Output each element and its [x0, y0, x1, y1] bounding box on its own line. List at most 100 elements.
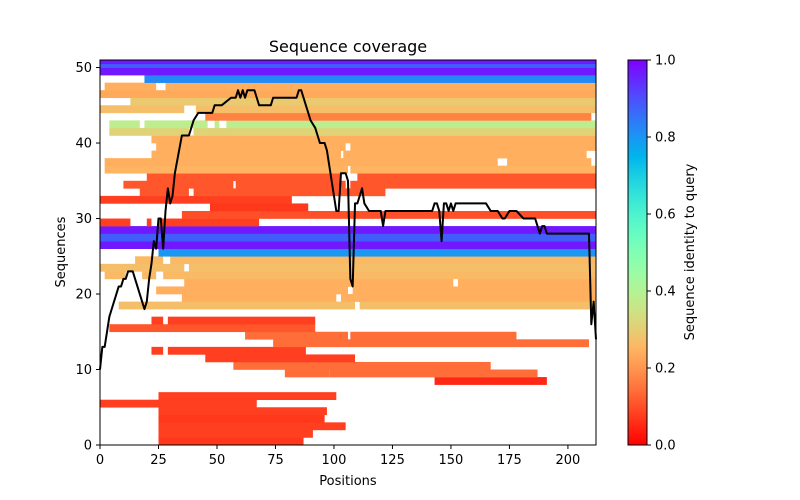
- coverage-segment-row-36-1: [350, 165, 596, 174]
- x-tick-label: 0: [96, 453, 104, 468]
- coverage-segment-row-34-1: [235, 180, 346, 189]
- coverage-segment-row-33-1: [193, 188, 386, 197]
- colorbar-tick-label: 0.6: [655, 208, 676, 223]
- x-tick-label: 200: [556, 453, 581, 468]
- coverage-segment-row-35-0: [146, 173, 341, 182]
- coverage-segment-row-39-0: [156, 143, 346, 151]
- coverage-segment-row-32-0: [100, 195, 292, 204]
- y-axis: 0 10 20 30 40 50: [75, 61, 100, 454]
- coverage-segment-row-37-0: [104, 158, 498, 166]
- plot-area: [100, 60, 597, 446]
- coverage-segment-row-22-2: [163, 271, 597, 280]
- coverage-segment-row-14-0: [245, 331, 348, 340]
- coverage-segment-row-34-2: [350, 180, 596, 189]
- coverage-segment-row-38-0: [151, 150, 341, 159]
- x-tick-label: 25: [150, 453, 167, 468]
- x-tick-label: 150: [439, 453, 464, 468]
- coverage-segment-row-9-1: [329, 369, 538, 378]
- coverage-segment-row-24-0: [135, 256, 164, 265]
- coverage-segment-row-20-0: [156, 286, 348, 295]
- coverage-line-layer: [99, 89, 597, 370]
- coverage-segment-row-29-0: [100, 218, 131, 227]
- x-tick-label: 100: [322, 453, 347, 468]
- coverage-segment-row-1-0: [158, 429, 313, 438]
- coverage-segment-row-39-1: [350, 143, 596, 151]
- coverage-segment-row-43-0: [205, 112, 592, 121]
- coverage-segment-row-22-0: [104, 271, 126, 280]
- y-tick-label: 40: [75, 137, 92, 152]
- coverage-segment-row-21-1: [457, 278, 596, 287]
- coverage-segment-row-18-1: [359, 301, 596, 310]
- y-tick-label: 20: [75, 288, 92, 303]
- coverage-segment-row-16-0: [151, 316, 164, 325]
- coverage-segment-row-40-0: [151, 135, 597, 144]
- coverage-segment-row-12-0: [151, 346, 164, 355]
- coverage-segment-row-23-0: [100, 263, 185, 272]
- x-axis: 0 25 50 75 100 125 150 175 200: [96, 445, 580, 468]
- coverage-segment-row-30-0: [181, 210, 597, 219]
- coverage-segment-row-50.5-0: [100, 60, 596, 65]
- coverage-segment-row-25-0: [158, 248, 596, 257]
- colorbar-tick-label: 0.0: [655, 439, 676, 454]
- coverage-segment-row-19-1: [340, 294, 596, 302]
- coverage-segment-row-34-0: [123, 180, 234, 189]
- coverage-segment-row-46-0: [100, 90, 596, 99]
- coverage-segment-row-44-1: [195, 105, 596, 114]
- coverage-segment-row-42-1: [144, 120, 208, 129]
- x-axis-label: Positions: [319, 474, 377, 489]
- coverage-segment-row-29-2: [158, 218, 260, 227]
- y-tick-label: 50: [75, 61, 92, 76]
- coverage-segment-row-47-0: [104, 82, 157, 91]
- coverage-segment-row-26-0: [100, 241, 596, 250]
- x-tick-label: 125: [380, 453, 405, 468]
- colorbar-tick-label: 0.8: [655, 131, 676, 146]
- plot-frame: [99, 59, 597, 446]
- coverage-segment-row-37-1: [507, 158, 592, 166]
- y-tick-label: 10: [75, 363, 92, 378]
- coverage-segment-row-8-0: [434, 377, 547, 385]
- colorbar-tick-label: 0.4: [655, 285, 676, 300]
- coverage-segment-row-42-0: [109, 120, 140, 129]
- colorbar-tick-label: 1.0: [655, 54, 676, 69]
- coverage-segment-row-38-1: [343, 150, 587, 159]
- coverage-segment-row-16-1: [167, 316, 316, 325]
- coverage-segment-row-20-1: [352, 286, 596, 295]
- coverage-segment-row-9-0: [284, 369, 330, 378]
- coverage-segment-row-49-0: [100, 67, 596, 76]
- coverage-segment-row-42-2: [214, 120, 220, 129]
- y-tick-label: 0: [84, 439, 92, 454]
- coverage-segment-row-13-0: [273, 339, 589, 348]
- coverage-segment-row-14-1: [350, 331, 517, 340]
- coverage-segment-row-3-0: [158, 414, 325, 423]
- coverage-segment-row-31-0: [209, 203, 309, 212]
- coverage-segment-row-10-0: [233, 361, 491, 370]
- coverage-segment-row-29-1: [146, 218, 152, 227]
- coverage-segment-row-19-0: [181, 294, 337, 302]
- x-tick-label: 175: [497, 453, 522, 468]
- coverage-segment-row-18-0: [118, 301, 356, 310]
- coverage-segment-row-28-0: [100, 226, 596, 234]
- coverage-segment-row-11-0: [205, 354, 356, 363]
- coverage-segment-row-21-0: [184, 278, 454, 287]
- coverage-segment-row-41-1: [193, 127, 596, 136]
- y-axis-label: Sequences: [54, 216, 69, 287]
- coverage-segment-row-0-0: [158, 437, 304, 446]
- coverage-segment-row-15-0: [109, 324, 316, 333]
- coverage-segment-row-2-0: [158, 422, 346, 431]
- coverage-line: [99, 89, 597, 370]
- coverage-segment-row-47-1: [165, 82, 596, 91]
- coverage-segment-row-23-1: [188, 263, 597, 272]
- colorbar-tick-label: 0.2: [655, 362, 676, 377]
- coverage-segment-row-6-0: [158, 392, 337, 401]
- colorbar: [627, 59, 648, 446]
- coverage-segment-row-48-0: [144, 75, 597, 83]
- coverage-segment-row-42-3: [226, 120, 596, 129]
- x-tick-label: 50: [209, 453, 226, 468]
- coverage-segment-row-36-0: [104, 165, 348, 174]
- colorbar-label: Sequence identity to query: [683, 163, 698, 340]
- x-tick-label: 75: [267, 453, 284, 468]
- chart-title: Sequence coverage: [269, 37, 427, 56]
- coverage-segment-row-45-0: [130, 97, 596, 106]
- coverage-segment-row-5-0: [100, 399, 257, 408]
